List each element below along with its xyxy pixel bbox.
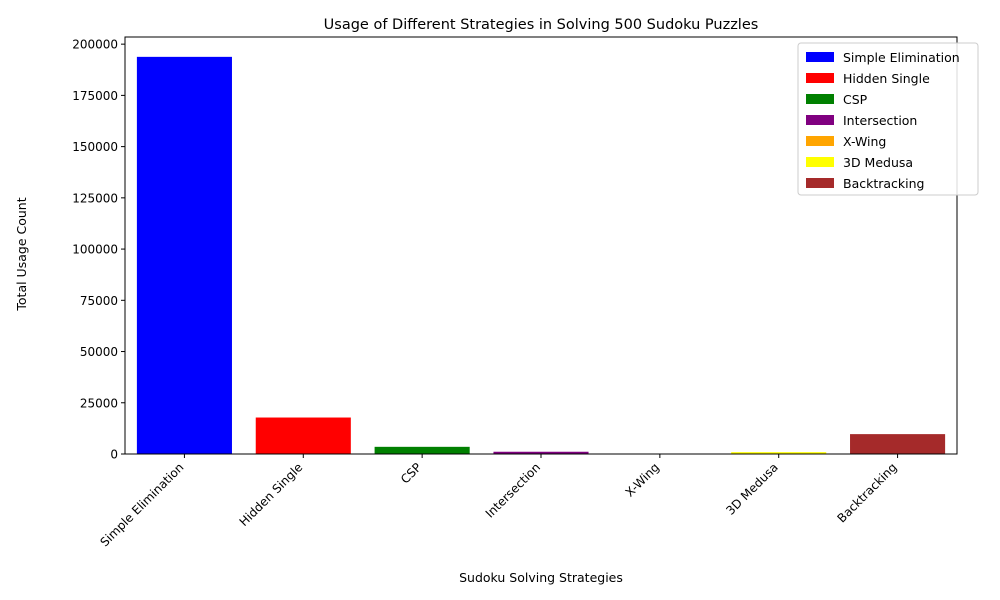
y-axis-label: Total Usage Count — [14, 197, 29, 311]
legend-swatch — [806, 178, 834, 188]
y-tick-label: 50000 — [80, 345, 118, 359]
legend-label: CSP — [843, 92, 868, 107]
legend: Simple Elimination Hidden Single CSP Inters… — [797, 42, 979, 196]
legend-label: Simple Elimination — [843, 50, 960, 65]
bar — [374, 446, 470, 454]
bars-group — [136, 56, 946, 454]
y-tick-label: 175000 — [72, 89, 118, 103]
legend-swatch — [806, 94, 834, 104]
y-tick-label: 0 — [110, 448, 118, 462]
legend-swatch — [806, 73, 834, 83]
legend-swatch — [806, 136, 834, 146]
x-axis-label: Sudoku Solving Strategies — [459, 570, 623, 585]
bar — [731, 452, 827, 454]
chart-title: Usage of Different Strategies in Solving… — [324, 17, 759, 33]
legend-label: Backtracking — [843, 176, 925, 191]
bar — [136, 56, 232, 454]
bar — [493, 451, 589, 454]
y-tick-label: 150000 — [72, 140, 118, 154]
legend-label: 3D Medusa — [843, 155, 913, 170]
legend-swatch — [806, 157, 834, 167]
y-tick-label: 125000 — [72, 191, 118, 205]
legend-label: Hidden Single — [843, 71, 930, 86]
y-tick-label: 75000 — [80, 294, 118, 308]
y-tick-label: 100000 — [72, 243, 118, 257]
legend-swatch — [806, 52, 834, 62]
legend-label: Intersection — [843, 113, 917, 128]
bar — [850, 434, 946, 454]
legend-swatch — [806, 115, 834, 125]
legend-box — [797, 42, 979, 196]
legend-label: X-Wing — [843, 134, 886, 149]
y-tick-label: 25000 — [80, 396, 118, 410]
bar — [255, 417, 351, 454]
y-tick-label: 200000 — [72, 38, 118, 52]
y-ticks-group: 0 25000 50000 75000 100000 125000 150000 175000… — [72, 38, 125, 462]
